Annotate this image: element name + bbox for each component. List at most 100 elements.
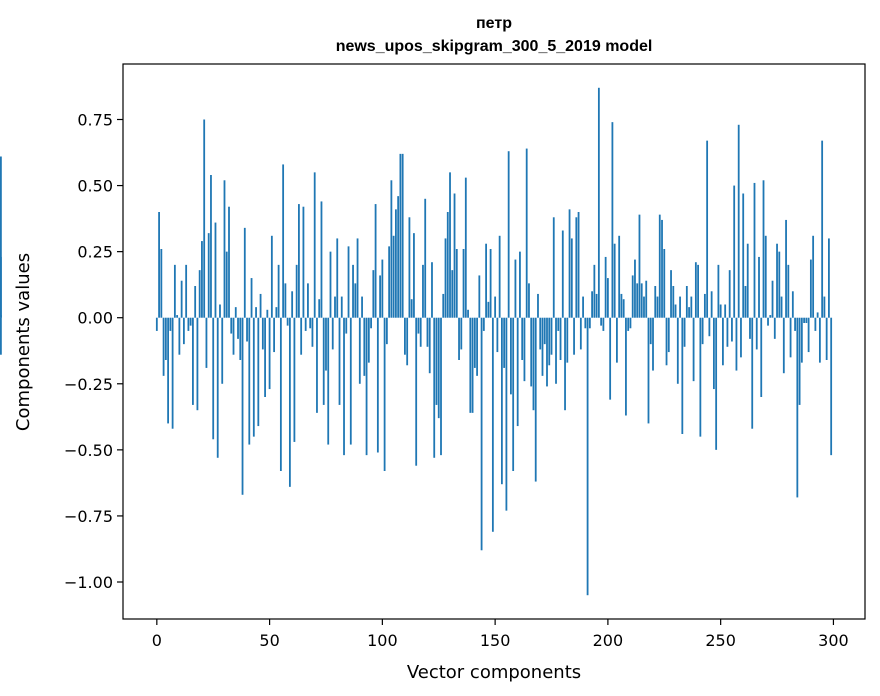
- bar: [489, 249, 492, 318]
- bar: [512, 317, 515, 471]
- bar: [338, 317, 341, 405]
- bar: [498, 235, 501, 318]
- bar: [241, 317, 244, 495]
- bar: [643, 296, 645, 318]
- bar: [458, 317, 460, 360]
- bar: [316, 317, 318, 413]
- bar: [340, 296, 343, 318]
- bar: [158, 212, 160, 318]
- bar: [575, 217, 578, 318]
- bar: [814, 317, 817, 331]
- bar: [485, 243, 487, 318]
- bar: [665, 317, 668, 366]
- bar: [688, 307, 690, 318]
- bar: [0, 156, 2, 318]
- x-tick-label: 300: [818, 631, 849, 650]
- bar: [557, 317, 560, 331]
- bar: [293, 317, 296, 442]
- bar: [279, 317, 282, 471]
- bar: [683, 317, 686, 347]
- bar: [374, 204, 377, 318]
- bar: [426, 317, 429, 347]
- bar: [336, 238, 339, 318]
- bar: [706, 140, 709, 318]
- bar: [352, 264, 354, 318]
- bar: [530, 317, 533, 387]
- bar: [751, 317, 754, 429]
- bar: [602, 317, 605, 331]
- bar: [816, 312, 819, 318]
- bar: [681, 317, 684, 434]
- bar: [584, 317, 587, 329]
- bar: [694, 262, 697, 318]
- bar: [408, 217, 411, 318]
- bar: [697, 264, 699, 318]
- bar: [361, 296, 363, 318]
- bar: [597, 87, 600, 318]
- bar: [577, 212, 580, 318]
- bars-group: [0, 87, 833, 596]
- bar: [561, 230, 564, 318]
- bar: [791, 291, 794, 318]
- bar: [735, 317, 738, 371]
- bar: [225, 251, 228, 318]
- bar: [246, 317, 248, 342]
- bar: [327, 317, 330, 445]
- bar: [593, 264, 596, 318]
- bar: [473, 317, 476, 368]
- bar: [564, 317, 566, 411]
- bar: [719, 304, 722, 318]
- bar: [534, 317, 537, 482]
- bar: [216, 317, 219, 458]
- bar: [550, 317, 553, 355]
- bar: [300, 317, 303, 355]
- bar: [419, 317, 422, 347]
- bar: [460, 317, 463, 350]
- bar: [476, 317, 478, 376]
- bar: [203, 119, 206, 318]
- bar: [496, 317, 499, 353]
- bar: [383, 317, 386, 471]
- bar: [809, 259, 812, 318]
- bar: [514, 259, 517, 318]
- bar: [214, 222, 217, 318]
- bar: [444, 238, 447, 318]
- bar: [264, 317, 266, 397]
- bar: [410, 299, 413, 318]
- bar: [663, 249, 666, 318]
- bar: [194, 286, 197, 318]
- bar: [503, 317, 506, 368]
- bar: [487, 301, 490, 318]
- bar: [0, 317, 2, 355]
- bar: [566, 317, 569, 363]
- bar: [537, 293, 539, 318]
- bar: [555, 317, 557, 384]
- bar: [356, 238, 359, 318]
- bar: [437, 317, 440, 419]
- bar: [449, 172, 451, 318]
- bar: [640, 283, 643, 318]
- bar: [746, 243, 749, 318]
- bar: [313, 172, 316, 318]
- bar: [600, 317, 603, 326]
- bar: [234, 307, 237, 318]
- bar: [516, 317, 519, 427]
- bar: [708, 317, 711, 337]
- bar: [618, 235, 621, 318]
- bar: [266, 309, 269, 318]
- bar: [291, 291, 294, 318]
- bar: [469, 317, 472, 413]
- bar: [284, 283, 287, 318]
- bar: [591, 291, 593, 318]
- bar: [453, 193, 456, 318]
- bar: [275, 307, 278, 318]
- bar: [259, 293, 262, 318]
- bar: [521, 317, 524, 360]
- bar: [726, 317, 729, 347]
- bar: [388, 246, 391, 318]
- bar: [679, 296, 681, 318]
- bar: [399, 153, 402, 318]
- bar: [722, 317, 724, 366]
- bar: [320, 201, 323, 318]
